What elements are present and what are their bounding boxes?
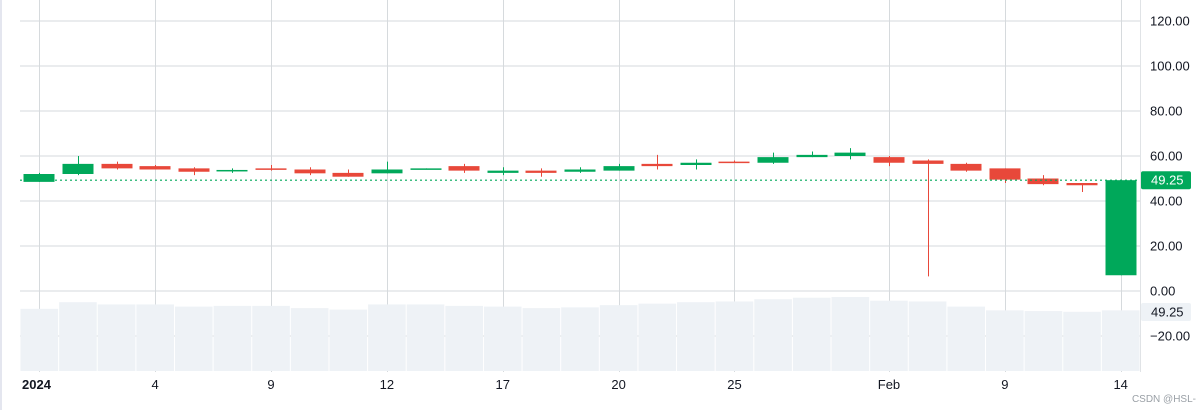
- last-price-badge-text: 49.25: [1151, 173, 1184, 188]
- x-tick-label: 9: [1001, 377, 1008, 392]
- volume-bar: [368, 304, 406, 371]
- candle[interactable]: [1105, 179, 1137, 276]
- candle[interactable]: [216, 168, 248, 173]
- volume-bar: [1024, 311, 1063, 371]
- volume-bar: [329, 309, 368, 371]
- x-tick-label: 20: [611, 377, 625, 392]
- candle[interactable]: [718, 160, 750, 164]
- candle[interactable]: [139, 165, 171, 170]
- candle[interactable]: [448, 163, 480, 173]
- candle[interactable]: [873, 156, 905, 167]
- candle[interactable]: [294, 167, 326, 176]
- volume-bar: [870, 300, 908, 371]
- candle[interactable]: [950, 162, 982, 172]
- volume-bar: [252, 305, 290, 371]
- y-tick-label: −20.00: [1150, 329, 1190, 344]
- candle[interactable]: [23, 172, 55, 182]
- x-tick-label: 17: [496, 377, 510, 392]
- volume-bar: [522, 308, 561, 371]
- volume-bar: [59, 302, 97, 371]
- y-tick-label: 100.00: [1150, 59, 1190, 74]
- candle[interactable]: [487, 167, 519, 176]
- volume-bar: [599, 305, 638, 371]
- volume-bar: [1101, 310, 1140, 371]
- volume-bar: [20, 308, 59, 371]
- y-tick-label: 80.00: [1150, 104, 1183, 119]
- volume-bar: [136, 304, 174, 371]
- volume-bar: [483, 306, 522, 371]
- y-tick-label: 0.00: [1150, 284, 1175, 299]
- volume-bar: [947, 306, 986, 371]
- volume-bar: [406, 304, 445, 371]
- volume-bar: [97, 304, 136, 371]
- y-tick-label: 60.00: [1150, 149, 1183, 164]
- candle[interactable]: [410, 168, 442, 170]
- volume-bar: [715, 301, 754, 371]
- volume-bar: [1063, 311, 1101, 371]
- last-price-badge: [1141, 171, 1191, 190]
- left-border: [0, 0, 2, 410]
- candle[interactable]: [757, 152, 789, 164]
- volume-bar: [213, 305, 252, 371]
- x-tick-label: 14: [1113, 377, 1127, 392]
- candle[interactable]: [332, 169, 364, 177]
- volume-bar: [638, 303, 677, 371]
- volume-bar: [908, 301, 947, 371]
- volume-bars: [20, 297, 1140, 371]
- x-tick-label: Feb: [878, 377, 900, 392]
- candle[interactable]: [989, 168, 1021, 183]
- volume-bar: [561, 307, 599, 371]
- volume-bar: [290, 308, 329, 371]
- volume-badge-text: 49.25: [1151, 305, 1184, 320]
- y-tick-label: 120.00: [1150, 14, 1190, 29]
- volume-bar: [831, 297, 870, 371]
- candle[interactable]: [62, 156, 94, 176]
- candle[interactable]: [1066, 183, 1098, 192]
- volume-bar: [986, 310, 1024, 371]
- x-tick-label: 4: [152, 377, 159, 392]
- candle[interactable]: [603, 163, 635, 171]
- x-tick-label: 9: [267, 377, 274, 392]
- volume-bar: [174, 306, 213, 371]
- candle[interactable]: [101, 161, 133, 170]
- candle[interactable]: [525, 168, 557, 177]
- volume-bar: [792, 297, 831, 371]
- candles[interactable]: [23, 148, 1137, 277]
- candle[interactable]: [796, 151, 828, 158]
- time-axis[interactable]: 2024 4 9 12 17 20 25 Feb 9 14: [22, 377, 1128, 392]
- candle[interactable]: [641, 154, 673, 170]
- y-tick-label: 40.00: [1150, 194, 1183, 209]
- volume-bar: [677, 302, 715, 371]
- y-tick-label: 20.00: [1150, 239, 1183, 254]
- watermark: CSDN @HSL-: [1132, 394, 1196, 405]
- candle[interactable]: [1027, 175, 1059, 186]
- candle[interactable]: [371, 161, 403, 174]
- volume-bar: [754, 299, 792, 371]
- price-axis[interactable]: 120.00 100.00 80.00 60.00 40.00 20.00 0.00 −20.…: [1150, 14, 1190, 344]
- x-tick-label: 2024: [22, 377, 52, 392]
- candle[interactable]: [912, 159, 944, 277]
- x-tick-label: 25: [727, 377, 741, 392]
- candle[interactable]: [834, 148, 866, 160]
- x-tick-label: 12: [380, 377, 394, 392]
- candle[interactable]: [680, 159, 712, 170]
- volume-badge: [1141, 303, 1191, 321]
- candle[interactable]: [178, 167, 210, 176]
- candle[interactable]: [255, 165, 287, 171]
- volume-bar: [445, 305, 483, 371]
- candle[interactable]: [564, 167, 596, 173]
